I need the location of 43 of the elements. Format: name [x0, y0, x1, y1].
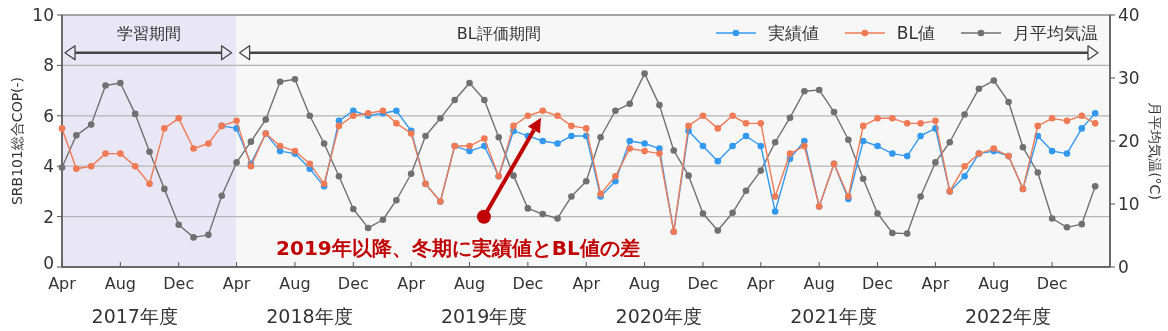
y-tick-label: 0 [43, 253, 54, 273]
text: 2019年度 [440, 305, 528, 327]
y-tick-label: 2 [43, 206, 54, 227]
x-tick-label: Dec [687, 274, 719, 293]
legend-label: 月平均気温 [1013, 23, 1098, 43]
x-tick-label: Apr [746, 274, 776, 293]
annotation: 2019年以降、冬期に実績値とBL値の差 [276, 235, 640, 260]
x-tick-label: Aug [453, 274, 486, 293]
x-tick-label: Aug [803, 274, 835, 293]
y-tick-label: 4 [43, 156, 54, 177]
text: 2017年度 [91, 305, 178, 327]
x-tick-label: Dec [512, 274, 544, 293]
band-label: 学習期間 [117, 23, 182, 43]
x-tick-label: Aug [628, 274, 661, 293]
y-tick-label: 8 [43, 55, 54, 76]
x-tick-label: Dec [1036, 274, 1068, 293]
x-tick-label: Apr [48, 274, 77, 293]
text: 2021年度 [790, 305, 877, 327]
x-tick-label: Aug [104, 274, 136, 293]
x-tick-label: Dec [337, 274, 369, 293]
x-tick-label: Aug [978, 274, 1010, 293]
text: 2018年度 [266, 305, 353, 327]
text: 2022年度 [964, 305, 1052, 327]
y-axis-title: SRB101総合COP(-) [9, 76, 25, 206]
y2-tick-label: 0 [1118, 257, 1129, 277]
x-tick-label: Aug [279, 274, 311, 293]
x-tick-label: Apr [572, 274, 601, 293]
legend-label: BL値 [896, 23, 935, 43]
x-tick-label: Apr [397, 274, 426, 293]
x-tick-label: Apr [921, 274, 950, 293]
y2-tick-label: 40 [1118, 5, 1140, 25]
x-tick-label: Dec [163, 274, 195, 293]
y-tick-label: 10 [32, 5, 54, 25]
y2-tick-label: 20 [1118, 131, 1140, 151]
y2-tick-label: 10 [1118, 194, 1140, 214]
x-tick-label: Dec [862, 274, 894, 293]
y-tick-label: 6 [43, 105, 54, 126]
band-label: BL評価期間 [456, 23, 541, 43]
y2-tick-label: 30 [1118, 68, 1140, 88]
text: 2020年度 [615, 305, 702, 327]
y2-axis-title: 月平均気温(°C) [1147, 102, 1163, 200]
x-tick-label: Apr [222, 274, 251, 293]
legend-label: 実績値 [767, 23, 819, 43]
